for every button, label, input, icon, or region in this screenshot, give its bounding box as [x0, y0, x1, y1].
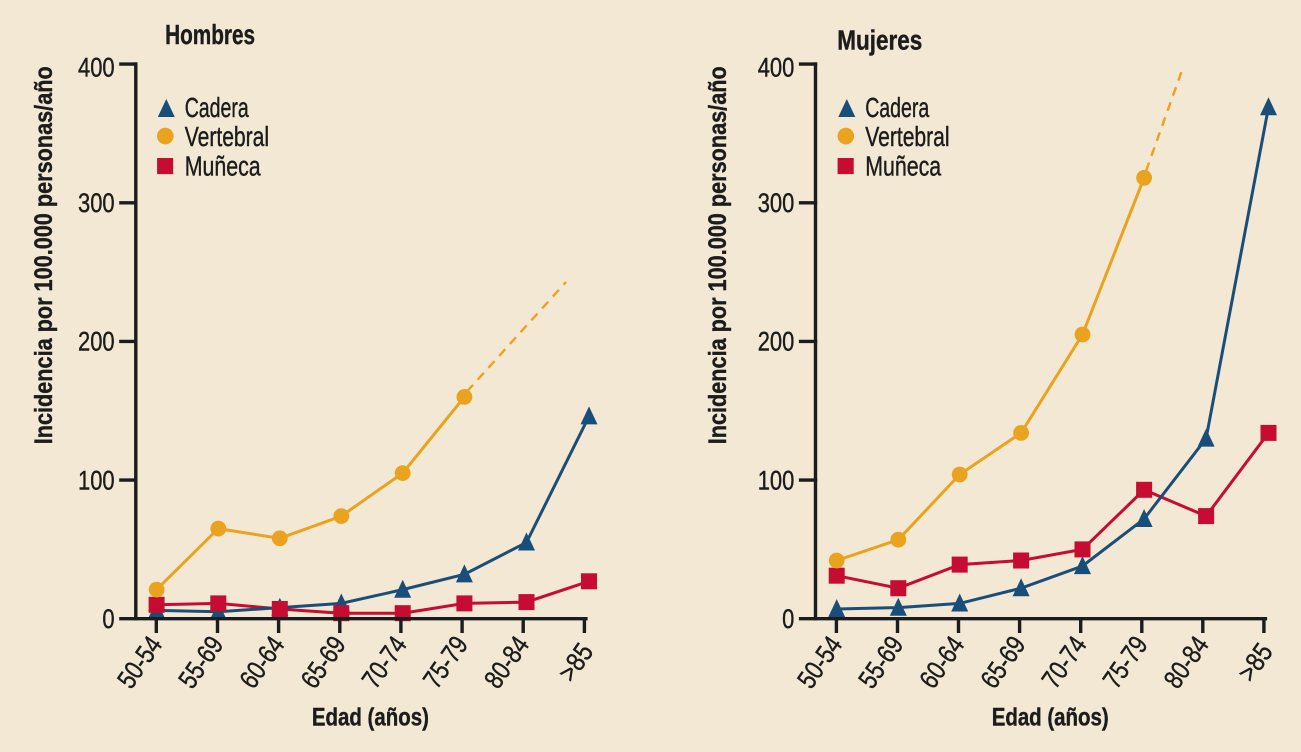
- svg-text:400: 400: [78, 53, 115, 83]
- svg-text:300: 300: [78, 188, 115, 218]
- svg-text:Incidencia por 100.000 persona: Incidencia por 100.000 personas/año: [704, 66, 732, 444]
- svg-text:200: 200: [78, 327, 115, 357]
- svg-text:Cadera: Cadera: [865, 92, 930, 123]
- svg-text:100: 100: [78, 465, 115, 495]
- svg-text:Incidencia por 100.000 persona: Incidencia por 100.000 personas/año: [30, 66, 58, 444]
- svg-text:Vertebral: Vertebral: [185, 121, 269, 152]
- svg-text:Muñeca: Muñeca: [185, 150, 262, 181]
- svg-text:Hombres: Hombres: [165, 19, 255, 50]
- svg-text:300: 300: [758, 188, 795, 218]
- svg-text:Mujeres: Mujeres: [837, 25, 922, 56]
- svg-text:100: 100: [758, 465, 795, 495]
- svg-text:Vertebral: Vertebral: [865, 121, 949, 152]
- svg-text:0: 0: [102, 604, 114, 634]
- svg-text:400: 400: [758, 53, 795, 83]
- svg-text:Edad (años): Edad (años): [992, 704, 1109, 732]
- svg-text:0: 0: [782, 604, 794, 634]
- svg-text:Cadera: Cadera: [185, 92, 250, 123]
- svg-text:200: 200: [758, 327, 795, 357]
- svg-text:Muñeca: Muñeca: [865, 150, 942, 181]
- svg-text:Edad (años): Edad (años): [312, 704, 429, 732]
